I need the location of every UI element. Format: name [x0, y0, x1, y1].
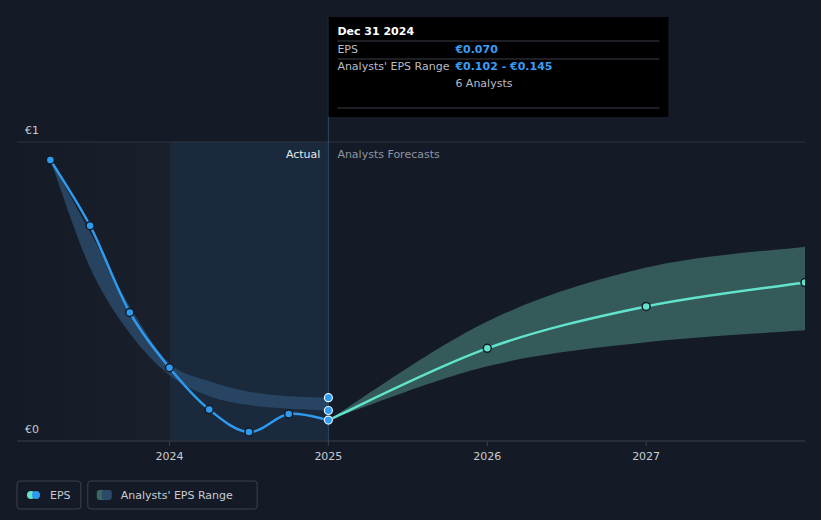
legend-swatch [32, 491, 40, 499]
legend-label: EPS [50, 489, 71, 502]
forecast-label: Analysts Forecasts [337, 148, 440, 161]
eps-point [642, 302, 650, 310]
x-tick-label: 2026 [473, 450, 501, 463]
tooltip-eps-point [324, 416, 332, 424]
legend-box [17, 481, 81, 509]
chart: €0 €1 2024 2025 2026 2027 Actual Analysts Forec… [0, 0, 821, 520]
legend-swatch [102, 490, 112, 500]
actual-label: Actual [286, 148, 320, 161]
eps-line [50, 160, 328, 432]
legend-label: Analysts' EPS Range [121, 489, 233, 502]
y-tick-label: €0 [25, 423, 39, 436]
tooltip-eps-value: €0.070 [454, 43, 498, 56]
y-tick-label: €1 [25, 124, 39, 137]
eps-point [324, 416, 332, 424]
tooltip-range-label: Analysts' EPS Range [337, 60, 449, 73]
tooltip-analysts: 6 Analysts [455, 77, 512, 90]
range-point [324, 407, 332, 415]
tooltip-range-value: €0.102 - €0.145 [454, 60, 552, 73]
x-tick-label: 2025 [314, 450, 342, 463]
eps-point [801, 279, 805, 287]
tooltip-title: Dec 31 2024 [337, 25, 414, 38]
eps-point [245, 428, 253, 436]
x-tick-label: 2027 [632, 450, 660, 463]
x-tick [487, 441, 488, 446]
eps-point [483, 344, 491, 352]
x-tick [169, 441, 170, 446]
eps-point [126, 308, 134, 316]
eps-point [166, 364, 174, 372]
eps-point [285, 410, 293, 418]
plot-area [46, 156, 805, 436]
tooltip-eps-label: EPS [337, 43, 358, 56]
grid-line [17, 142, 805, 143]
past-region [17, 142, 170, 441]
eps-line [328, 283, 805, 421]
eps-point [46, 156, 54, 164]
x-tick-label: 2024 [156, 450, 184, 463]
x-axis-line [17, 441, 805, 442]
legend-box [88, 481, 257, 509]
tooltip-separator [337, 41, 659, 42]
x-tick [328, 441, 329, 446]
x-tick [646, 441, 647, 446]
eps-point [205, 406, 213, 414]
tooltip-box [328, 17, 668, 117]
grid-line [17, 441, 805, 442]
range-band [50, 160, 328, 411]
range-point [324, 394, 332, 402]
eps-point [86, 222, 94, 230]
background [0, 0, 821, 520]
range-band [328, 247, 805, 420]
tooltip-separator [337, 108, 659, 109]
